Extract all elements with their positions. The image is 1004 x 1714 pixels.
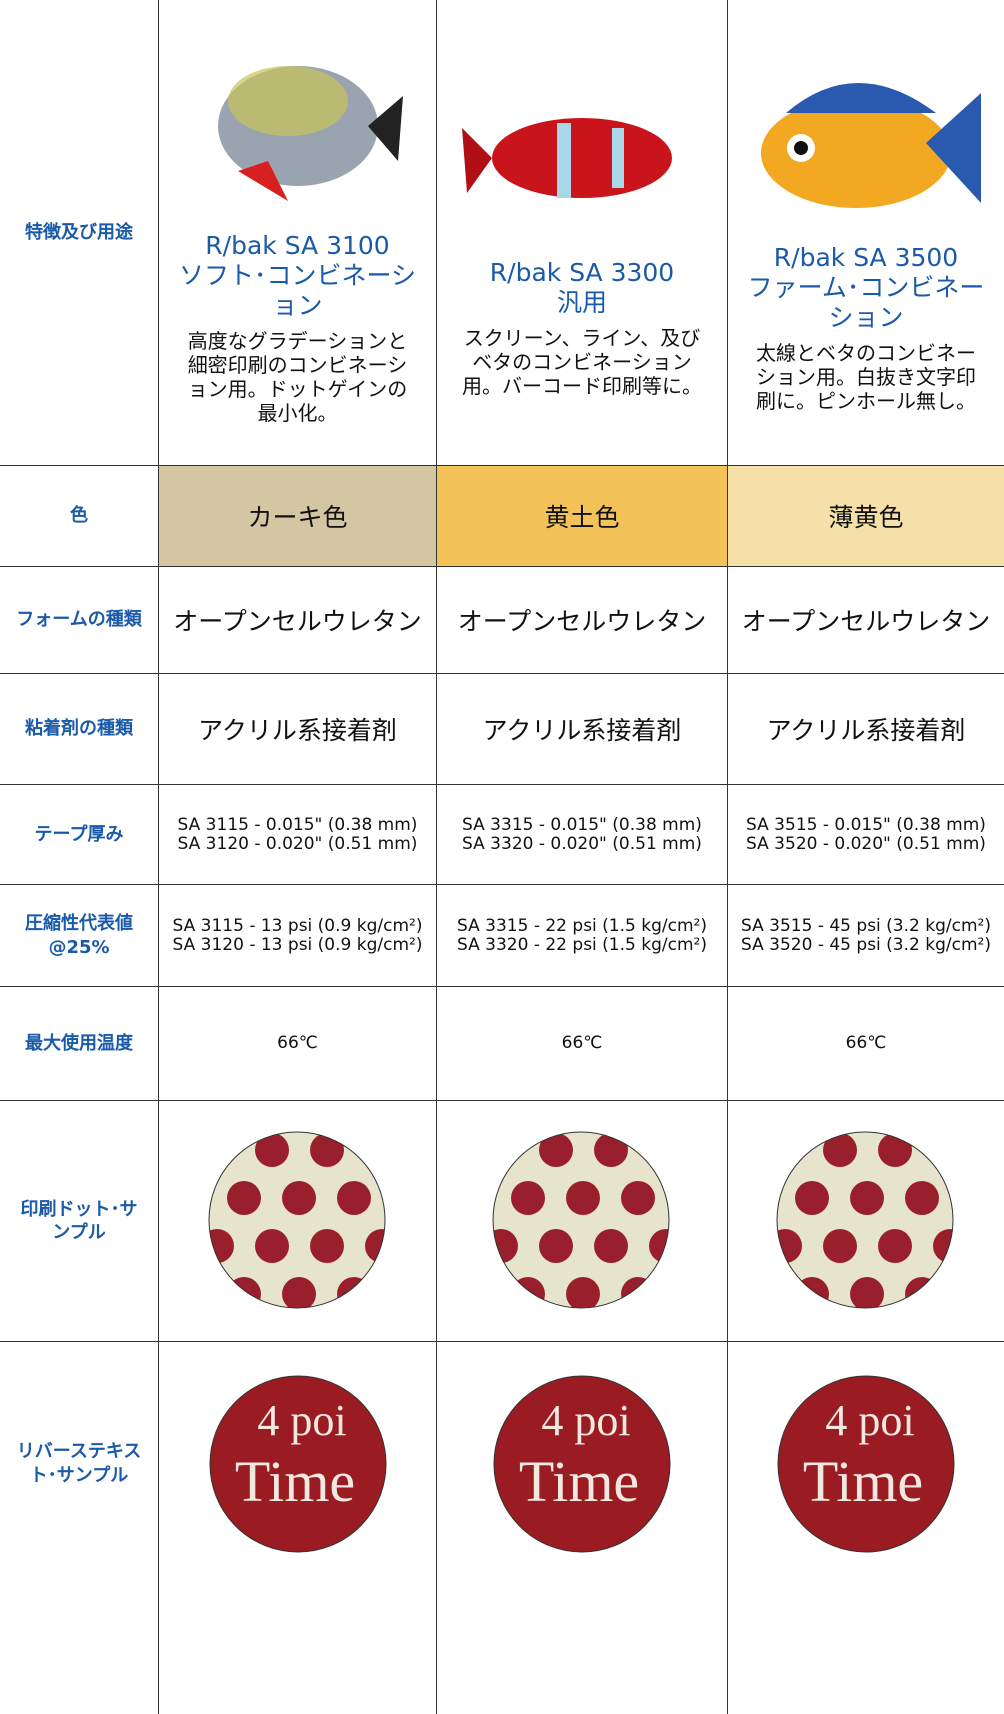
table-cell: R/bak SA 3500 ファーム･コンビネーション太線とベタのコンビネーション… (727, 0, 1004, 466)
spec-line: SA 3315 - 22 psi (1.5 kg/cm²) (457, 915, 707, 936)
product-name: R/bak SA 3300 (489, 257, 675, 287)
row-label: 色 (0, 466, 158, 567)
product-image (462, 117, 672, 198)
sample-image (492, 1131, 670, 1309)
table-cell: アクリル系接着剤 (727, 674, 1004, 785)
spec-line: SA 3315 - 0.015" (0.38 mm) (462, 814, 702, 835)
sample-image (208, 1131, 385, 1309)
sample-text: 4 poi (541, 1396, 630, 1445)
cell-text: アクリル系接着剤 (766, 716, 966, 745)
table-cell: 66℃ (158, 987, 436, 1101)
spec-line: SA 3520 - 45 psi (3.2 kg/cm²) (741, 934, 991, 955)
table-cell: 66℃ (727, 987, 1004, 1101)
sample-text: 4 poi (257, 1396, 346, 1445)
table-cell: SA 3315 - 0.015" (0.38 mm) SA 3320 - 0.02… (436, 785, 727, 885)
table-cell: オープンセルウレタン (436, 567, 727, 674)
table-cell: 4 poi Time (727, 1342, 1004, 1585)
table-cell: SA 3115 - 0.015" (0.38 mm) SA 3120 - 0.02… (158, 785, 436, 885)
row-label: 粘着剤の種類 (0, 674, 158, 785)
product-name: R/bak SA 3500 (773, 242, 959, 272)
table-cell (436, 1585, 727, 1714)
product-description: 高度なグラデーションと細密印刷のコンビネーション用。ドットゲインの最小化。 (187, 328, 408, 425)
spec-line: SA 3115 - 13 psi (0.9 kg/cm²) (172, 915, 423, 936)
table-cell: SA 3515 - 0.015" (0.38 mm) SA 3520 - 0.02… (727, 785, 1004, 885)
cell-text: 66℃ (845, 1033, 887, 1054)
spec-line: SA 3520 - 0.020" (0.51 mm) (746, 833, 986, 854)
table-cell (158, 1585, 436, 1714)
product-kind: 汎用 (556, 287, 607, 317)
table-cell: アクリル系接着剤 (436, 674, 727, 785)
cell-text: 黄土色 (544, 503, 620, 532)
table-cell: オープンセルウレタン (158, 567, 436, 674)
product-description: 太線とベタのコンビネーション用。白抜き文字印刷に。ピンホール無し。 (756, 340, 976, 413)
spec-line: SA 3120 - 13 psi (0.9 kg/cm²) (172, 934, 423, 955)
product-kind: ファーム･コンビネーション (747, 272, 985, 332)
spec-line: SA 3515 - 45 psi (3.2 kg/cm²) (741, 915, 991, 936)
sample-text: Time (803, 1449, 923, 1514)
table-cell: SA 3315 - 22 psi (1.5 kg/cm²) SA 3320 - 2… (436, 885, 727, 987)
table-cell: アクリル系接着剤 (158, 674, 436, 785)
cell-text: 薄黄色 (828, 503, 904, 532)
product-description: スクリーン、ライン、及びベタのコンビネーション用。バーコード印刷等に。 (462, 325, 702, 398)
spec-line: SA 3515 - 0.015" (0.38 mm) (746, 814, 986, 835)
product-name: R/bak SA 3100 (205, 230, 390, 260)
table-cell (727, 1101, 1004, 1342)
spec-line: SA 3320 - 0.020" (0.51 mm) (462, 833, 702, 854)
table-cell (436, 1101, 727, 1342)
table-cell: 黄土色 (436, 466, 727, 567)
table-cell: R/bak SA 3100 ソフト･コンビネーション高度なグラデーションと細密印刷… (158, 0, 436, 466)
row-label: 特徴及び用途 (0, 0, 158, 466)
table-cell: 66℃ (436, 987, 727, 1101)
cell-text: アクリル系接着剤 (198, 716, 397, 745)
row-label: テープ厚み (0, 785, 158, 885)
table-cell: 4 poi Time (436, 1342, 727, 1585)
cell-text: 66℃ (561, 1033, 603, 1054)
sample-text: 4 poi (825, 1396, 914, 1445)
spec-line: SA 3115 - 0.015" (0.38 mm) (177, 814, 418, 835)
cell-text: オープンセルウレタン (457, 607, 707, 636)
cell-text: カーキ色 (247, 503, 348, 532)
sample-image (776, 1131, 954, 1309)
cell-text: オープンセルウレタン (173, 607, 422, 636)
table-cell: カーキ色 (158, 466, 436, 567)
table-cell: SA 3115 - 13 psi (0.9 kg/cm²) SA 3120 - 1… (158, 885, 436, 987)
spec-line: SA 3120 - 0.020" (0.51 mm) (177, 833, 418, 854)
table-cell (727, 1585, 1004, 1714)
table-cell (0, 1585, 158, 1714)
cell-text: オープンセルウレタン (741, 607, 991, 636)
table-cell: SA 3515 - 45 psi (3.2 kg/cm²) SA 3520 - 4… (727, 885, 1004, 987)
product-image (761, 82, 981, 208)
row-label: 圧縮性代表値@25% (0, 885, 158, 987)
table-cell: 薄黄色 (727, 466, 1004, 567)
product-image (217, 65, 403, 201)
table-cell (158, 1101, 436, 1342)
cell-text: 66℃ (277, 1033, 318, 1054)
table-cell: R/bak SA 3300 汎用スクリーン、ライン、及びベタのコンビネーション用。… (436, 0, 727, 466)
sample-text: Time (519, 1449, 639, 1514)
spec-line: SA 3320 - 22 psi (1.5 kg/cm²) (457, 934, 707, 955)
cell-text: アクリル系接着剤 (482, 716, 682, 745)
row-label: リバーステキスト･サンプル (16, 1441, 142, 1486)
sample-text: Time (234, 1449, 354, 1514)
table-cell: 4 poi Time (158, 1342, 436, 1585)
row-label: 最大使用温度 (0, 987, 158, 1101)
product-kind: ソフト･コンビネーション (178, 260, 416, 320)
row-label: 印刷ドット･サンプル (0, 1101, 158, 1342)
table-cell: オープンセルウレタン (727, 567, 1004, 674)
row-label: フォームの種類 (0, 567, 158, 674)
